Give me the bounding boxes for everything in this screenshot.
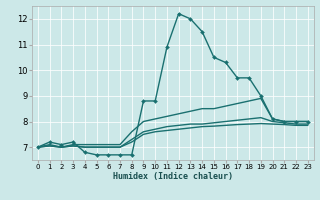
X-axis label: Humidex (Indice chaleur): Humidex (Indice chaleur)	[113, 172, 233, 181]
